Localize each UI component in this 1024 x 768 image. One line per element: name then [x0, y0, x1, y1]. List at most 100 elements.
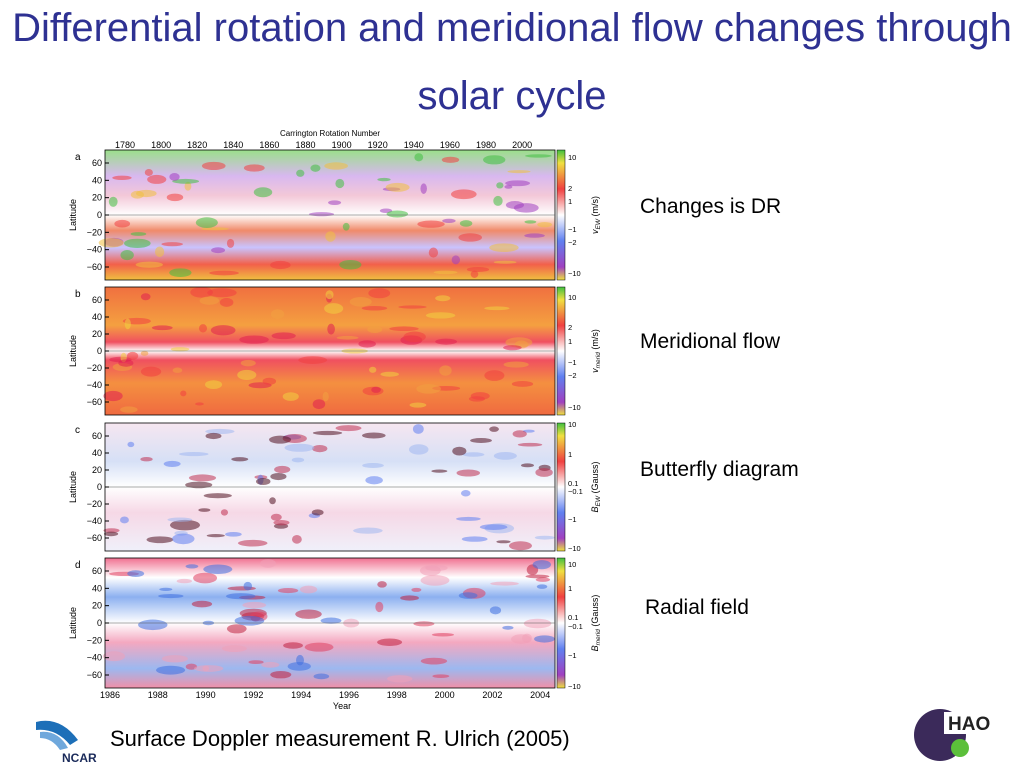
- texture: [260, 559, 277, 568]
- annotation: Butterfly diagram: [640, 458, 799, 481]
- texture: [199, 296, 220, 305]
- top-tick-label: 1820: [187, 140, 207, 150]
- texture: [206, 533, 225, 538]
- bottom-tick-label: 1998: [387, 690, 407, 700]
- texture: [327, 323, 335, 335]
- texture: [221, 645, 247, 653]
- texture: [435, 295, 451, 302]
- texture: [512, 430, 527, 438]
- texture: [127, 570, 145, 578]
- colorbar: [556, 557, 566, 689]
- bottom-tick-label: 1990: [196, 690, 216, 700]
- texture: [144, 169, 153, 176]
- texture: [523, 618, 552, 629]
- texture: [273, 520, 290, 526]
- texture: [203, 564, 233, 574]
- texture: [409, 402, 427, 408]
- latitude-tick-label: 60: [92, 158, 102, 168]
- texture: [130, 232, 147, 236]
- texture: [298, 356, 328, 364]
- texture: [470, 437, 492, 444]
- texture: [493, 195, 503, 206]
- texture: [420, 575, 450, 586]
- logo-text: NCAR: [62, 751, 97, 765]
- texture: [190, 286, 213, 298]
- texture: [269, 497, 276, 505]
- colorbar-tick-label: −2: [568, 238, 577, 247]
- texture: [287, 661, 311, 671]
- top-tick-label: 1960: [440, 140, 460, 150]
- texture: [385, 182, 410, 192]
- texture: [335, 425, 362, 432]
- texture: [118, 359, 134, 367]
- texture: [534, 535, 555, 540]
- top-tick-label: 1880: [295, 140, 315, 150]
- texture: [172, 178, 200, 184]
- texture: [361, 306, 388, 311]
- latitude-tick-label: −20: [87, 227, 102, 237]
- texture: [313, 673, 330, 680]
- texture: [439, 365, 452, 376]
- top-tick-label: 1800: [151, 140, 171, 150]
- texture: [336, 335, 359, 340]
- texture: [460, 490, 471, 497]
- panel-letter: c: [75, 425, 80, 436]
- top-tick-label: 1980: [476, 140, 496, 150]
- texture: [114, 219, 131, 228]
- texture: [375, 601, 384, 613]
- texture: [140, 457, 153, 462]
- texture: [124, 318, 131, 330]
- texture: [269, 435, 292, 444]
- texture: [320, 617, 342, 624]
- texture: [377, 638, 403, 646]
- latitude-tick-label: 40: [92, 583, 102, 593]
- latitude-tick-label: 0: [97, 618, 102, 628]
- texture: [151, 325, 173, 331]
- texture: [291, 534, 302, 544]
- texture: [270, 513, 282, 521]
- texture: [535, 577, 551, 582]
- texture: [226, 624, 247, 634]
- texture: [179, 451, 209, 457]
- panel: 60 40 20 0 −20 −40 −60 Latitude b 10 2 1 −1 −2 −10 vmer…: [68, 286, 602, 416]
- texture: [169, 268, 192, 278]
- texture: [505, 180, 530, 187]
- texture: [169, 173, 180, 181]
- latitude-tick-label: −20: [87, 499, 102, 509]
- bottom-tick-label: 1986: [100, 690, 120, 700]
- texture: [310, 164, 321, 172]
- texture: [205, 380, 223, 390]
- texture: [180, 390, 187, 397]
- texture: [389, 326, 419, 331]
- texture: [282, 392, 299, 401]
- colorbar-tick-label: 10: [568, 560, 576, 569]
- axis-title: Latitude: [68, 607, 78, 639]
- texture: [207, 288, 237, 298]
- texture: [211, 247, 226, 254]
- texture: [362, 463, 384, 468]
- texture: [461, 536, 488, 542]
- symbol: v: [590, 229, 600, 234]
- texture: [226, 238, 235, 248]
- texture: [262, 377, 277, 385]
- texture: [413, 621, 435, 627]
- latitude-tick-label: 40: [92, 175, 102, 185]
- texture: [198, 508, 211, 512]
- texture: [103, 390, 123, 402]
- annotation: Meridional flow: [640, 330, 781, 353]
- annotation: Radial field: [645, 596, 749, 619]
- texture: [140, 366, 162, 377]
- latitude-tick-label: −60: [87, 262, 102, 272]
- texture: [367, 326, 383, 333]
- texture: [534, 635, 555, 643]
- texture: [522, 633, 533, 644]
- texture: [466, 266, 490, 272]
- texture: [284, 443, 315, 452]
- symbol: B: [590, 645, 600, 651]
- unit: (Gauss): [590, 461, 600, 493]
- texture: [524, 233, 545, 238]
- texture: [161, 655, 188, 663]
- texture: [324, 303, 344, 314]
- texture: [496, 540, 511, 544]
